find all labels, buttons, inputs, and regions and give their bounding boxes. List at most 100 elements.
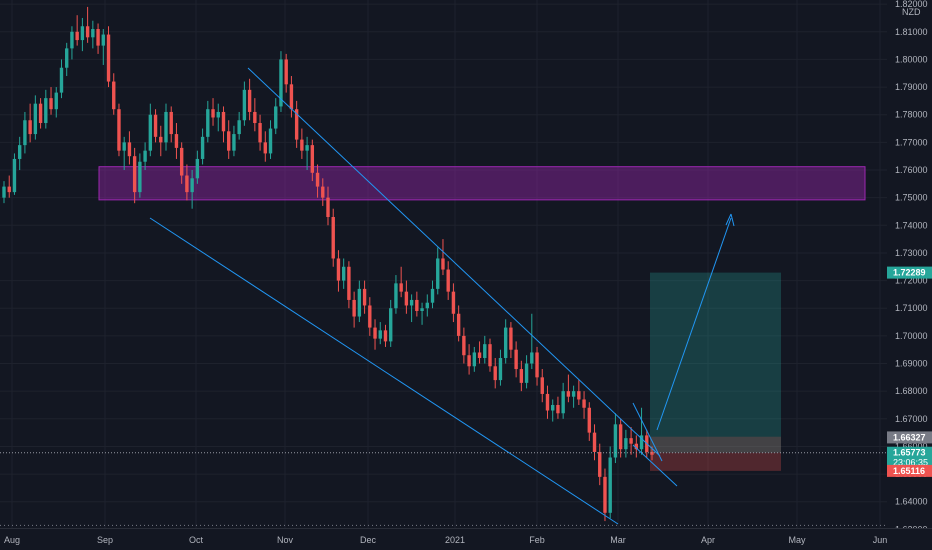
candle-body [284, 59, 288, 85]
candle-body [425, 302, 429, 309]
candle-body [415, 299, 419, 311]
y-tick-label: 1.68000 [895, 386, 928, 396]
candle-body [587, 407, 591, 433]
candle-body [38, 103, 43, 124]
time-axis: Aug Sep Oct Nov Dec 2021 Feb Mar Apr May Jun [4, 535, 887, 545]
candle-body [326, 197, 330, 218]
candle-body [556, 404, 560, 414]
y-tick-label: 1.75000 [895, 193, 928, 203]
candle-body [321, 186, 325, 198]
candle-body [274, 106, 278, 129]
price-tag-bg [887, 446, 932, 469]
candle-body [629, 438, 633, 444]
projection-arrow-head [725, 213, 735, 227]
time-axis-background [0, 528, 932, 550]
candle-body [378, 330, 382, 339]
price-tag-bg [887, 266, 932, 279]
price-tag-bg [887, 431, 932, 444]
candle-body [294, 109, 299, 140]
candle-body [59, 67, 64, 93]
candle-body [232, 134, 236, 151]
y-tick-label: 1.77000 [895, 137, 928, 147]
candle-body [373, 327, 377, 339]
candle-body [101, 34, 105, 46]
candle-body [352, 299, 356, 317]
candle-body [85, 26, 90, 38]
candle-body [566, 391, 571, 397]
projection-arrow-line [656, 217, 732, 431]
candle-body [545, 393, 550, 411]
x-tick-label: Sep [97, 535, 113, 545]
candle-body [96, 29, 100, 46]
x-tick-label: Oct [189, 535, 204, 545]
candle-body [12, 158, 17, 193]
candle-body [17, 145, 22, 159]
price-tag-label: 1.65116 [893, 466, 925, 476]
candle-body [362, 288, 367, 306]
candle-body [503, 327, 508, 358]
y-tick-label: 1.80000 [895, 54, 928, 64]
candle-body [7, 186, 11, 193]
candle-body [279, 59, 283, 107]
candle-body [430, 288, 435, 303]
candle-body [341, 266, 346, 281]
price-tag-bg [887, 464, 932, 477]
candle-body [211, 109, 215, 118]
price-tag-label: 1.65773 [893, 448, 926, 458]
candle-body [540, 377, 544, 394]
candle-body [624, 438, 628, 450]
price-tag-label: 1.66327 [893, 432, 926, 442]
candle-body [498, 357, 503, 381]
candle-body [242, 89, 247, 121]
candle-body [143, 150, 147, 162]
candle-body [169, 111, 173, 135]
candle-body [310, 145, 315, 173]
candle-body [357, 288, 362, 317]
x-tick-label: Nov [277, 535, 294, 545]
channel-upper-line [247, 67, 661, 457]
candle-body [477, 352, 482, 358]
channel-lower-line [149, 217, 619, 525]
candle-body [305, 145, 309, 151]
y-tick-label: 1.73000 [895, 248, 928, 258]
x-tick-label: Apr [701, 535, 715, 545]
candle-body [571, 391, 576, 397]
candle-body [216, 111, 220, 118]
candle-body [639, 435, 644, 450]
candle-body [467, 355, 471, 367]
currency-label: NZD [902, 7, 921, 17]
loss-zone [650, 452, 781, 471]
chart-grid [0, 0, 887, 530]
candle-body [404, 291, 409, 306]
candle-body [65, 48, 69, 68]
x-tick-label: Jun [873, 535, 888, 545]
candle-body [399, 283, 403, 292]
candle-body [551, 404, 555, 411]
candle-body [394, 283, 398, 309]
y-tick-label: 1.64000 [895, 497, 928, 507]
y-tick-label: 1.70000 [895, 331, 928, 341]
candle-body [206, 109, 210, 137]
candle-body [462, 335, 466, 356]
y-tick-label: 1.81000 [895, 27, 928, 37]
candle-body [472, 352, 477, 367]
candle-body [227, 131, 231, 151]
candle-body [519, 369, 524, 383]
candle-body [409, 299, 414, 306]
wedge-lower-line [632, 444, 678, 487]
price-tag-label: 1.72289 [893, 268, 926, 278]
trend-lines [149, 67, 735, 525]
y-tick-label: 1.74000 [895, 220, 928, 230]
candle-body [598, 451, 602, 477]
candle-body [331, 217, 335, 259]
candle-body [383, 330, 388, 342]
candle-body [122, 142, 126, 151]
y-tick-label: 1.78000 [895, 110, 928, 120]
candle-body [91, 29, 95, 38]
candle-body [159, 136, 163, 143]
y-tick-label: 1.69000 [895, 359, 928, 369]
profit-zone [650, 272, 781, 453]
candle-body [436, 258, 440, 289]
